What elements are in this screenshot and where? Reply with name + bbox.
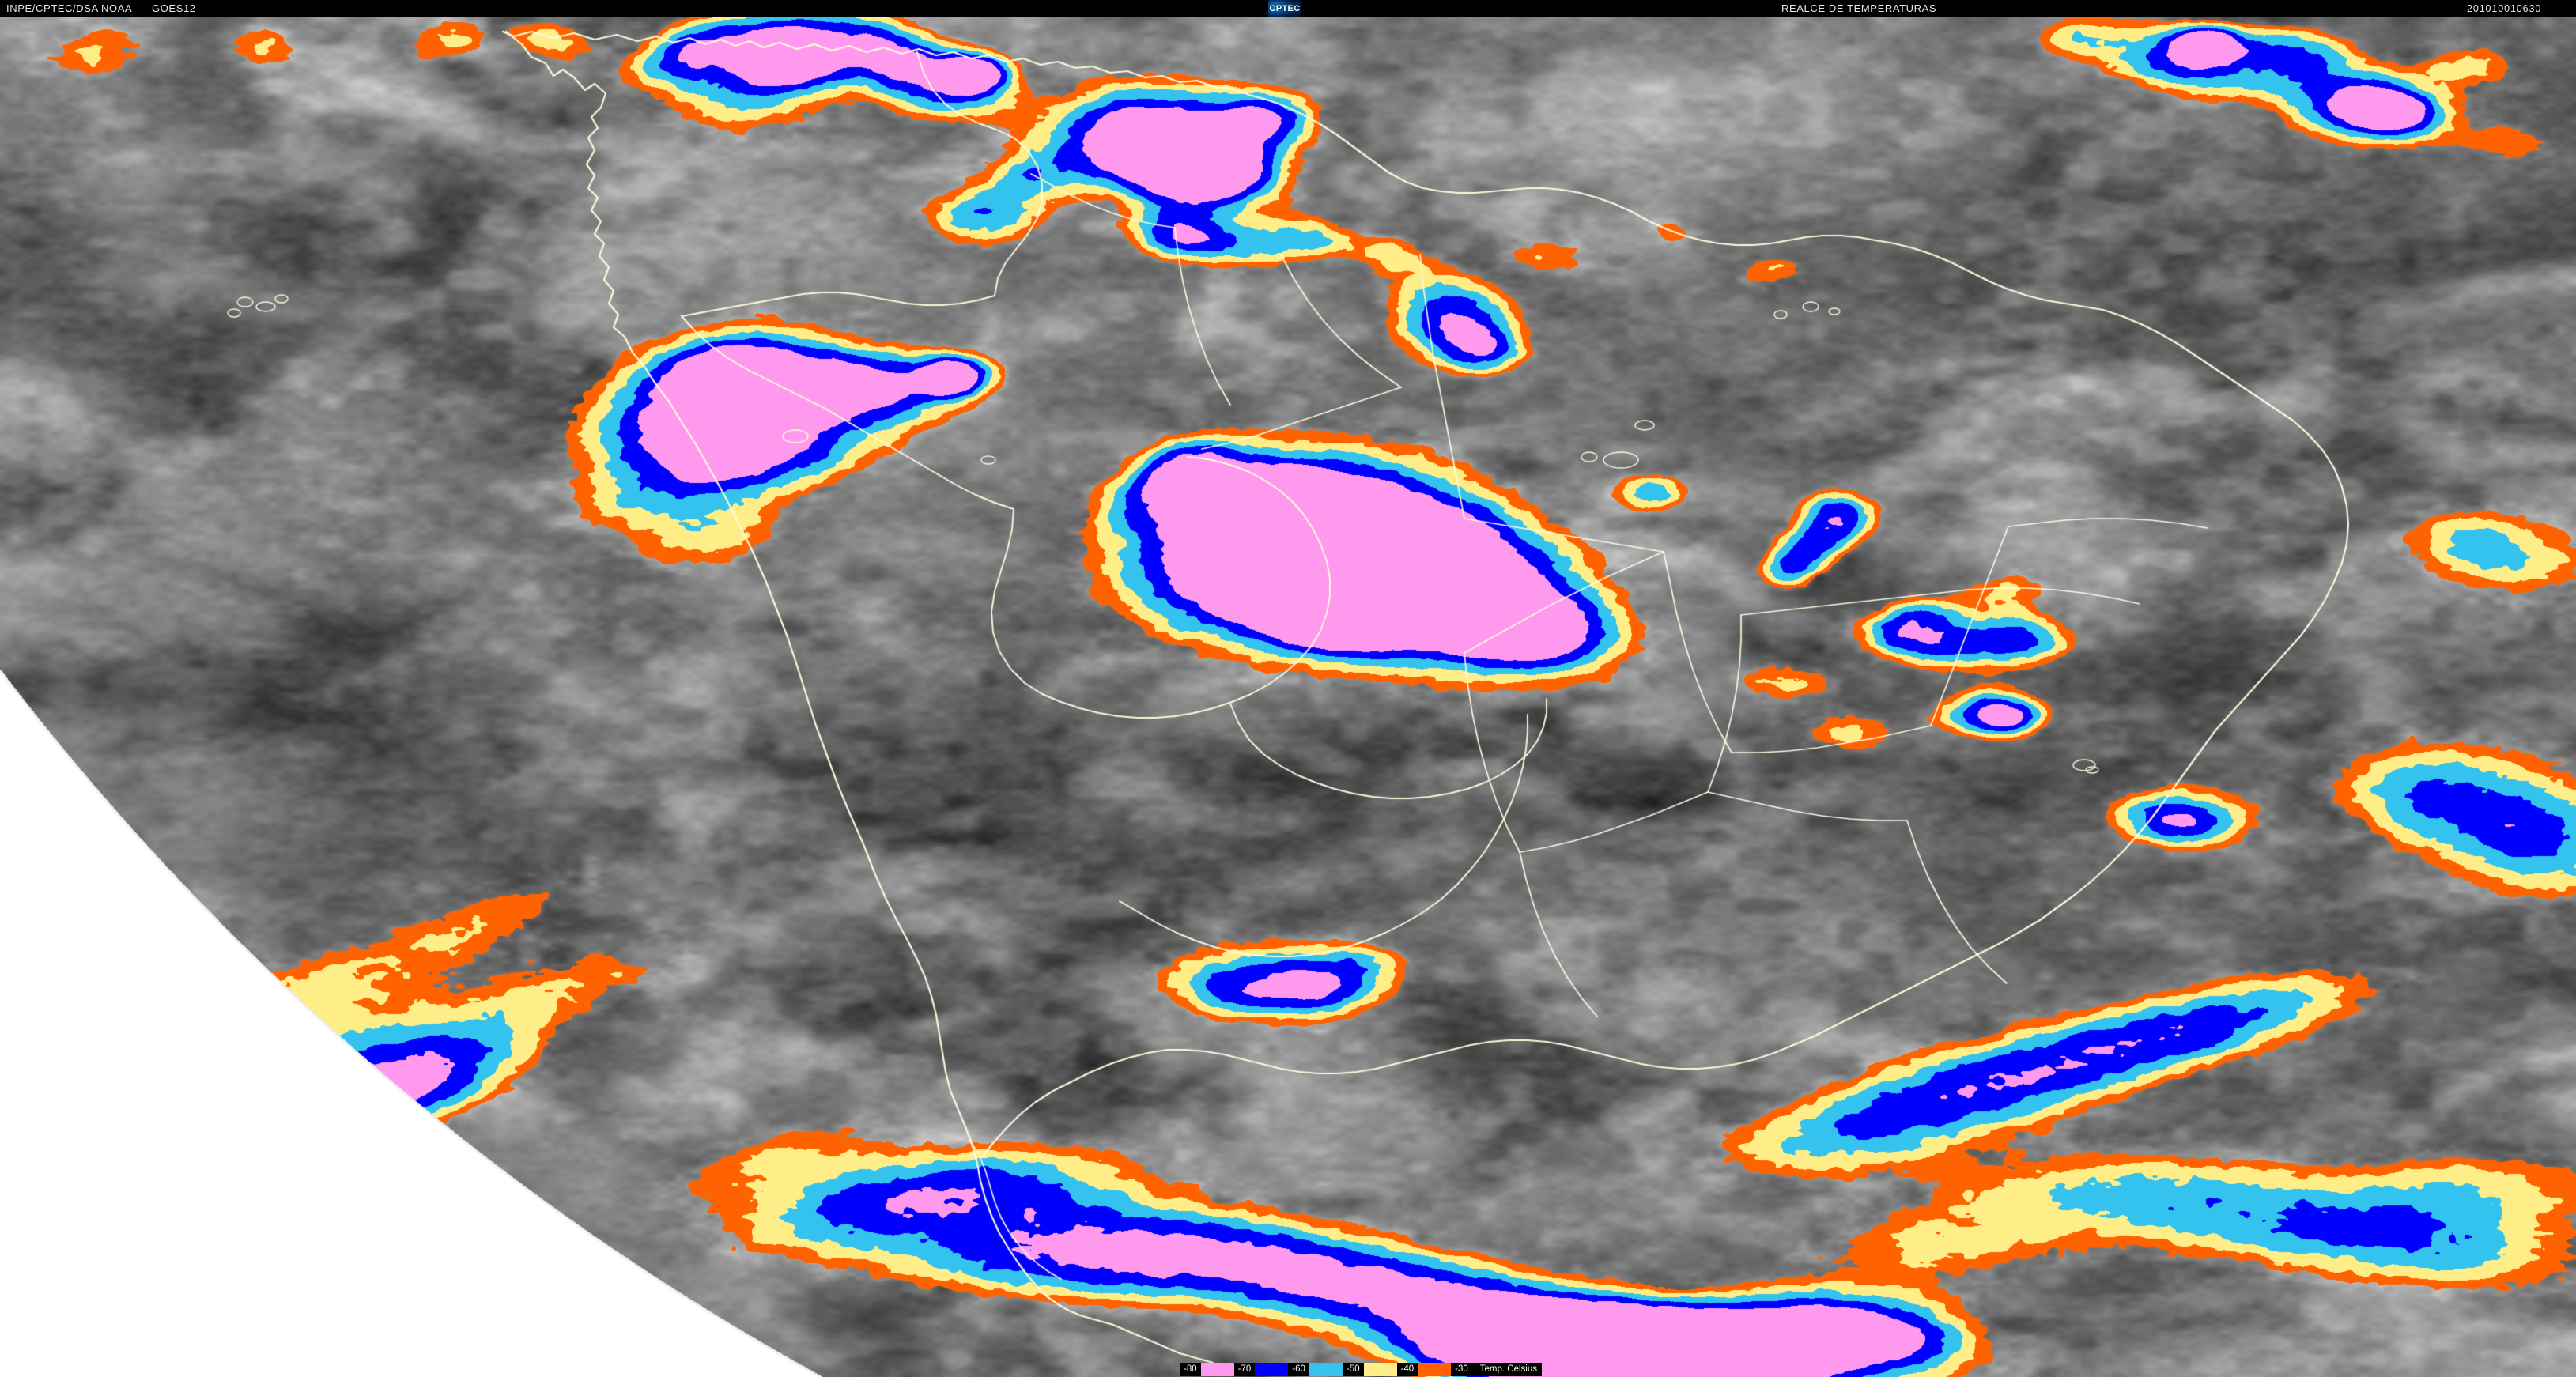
- product-title: REALCE DE TEMPERATURAS: [1781, 2, 1937, 14]
- satellite-owner-label: NOAA: [101, 2, 133, 14]
- timestamp-label: 201010010630: [2467, 3, 2542, 14]
- satellite-imagery-canvas: [0, 17, 2576, 1377]
- temperature-color-legend: -80 -70 -60 -50 -40 -30 Temp. Celsius: [1180, 1363, 1542, 1376]
- legend-label-minus60: -60: [1288, 1363, 1309, 1376]
- agency-label: INPE/CPTEC/DSA: [6, 2, 99, 14]
- satellite-name-label: GOES12: [152, 2, 196, 14]
- legend-pink-swatch: [1200, 1363, 1234, 1376]
- legend-label-minus70: -70: [1233, 1363, 1256, 1376]
- legend-caption: Temp. Celsius: [1471, 1363, 1542, 1376]
- cptec-logo-text: CPTEC: [1269, 3, 1301, 13]
- legend-label-minus40: -40: [1396, 1363, 1418, 1376]
- legend-label-minus30: -30: [1451, 1363, 1472, 1376]
- legend-orange-swatch: [1418, 1363, 1452, 1376]
- legend-cyan-swatch: [1309, 1363, 1343, 1376]
- legend-label-minus50: -50: [1342, 1363, 1364, 1376]
- cptec-logo-icon: CPTEC: [1268, 0, 1301, 17]
- legend-yellow-swatch: [1363, 1363, 1397, 1376]
- legend-label-minus80: -80: [1180, 1363, 1201, 1376]
- legend-blue-swatch: [1255, 1363, 1289, 1376]
- header-bar: INPE/CPTEC/DSA NOAA GOES12 CPTEC REALCE …: [0, 0, 2576, 17]
